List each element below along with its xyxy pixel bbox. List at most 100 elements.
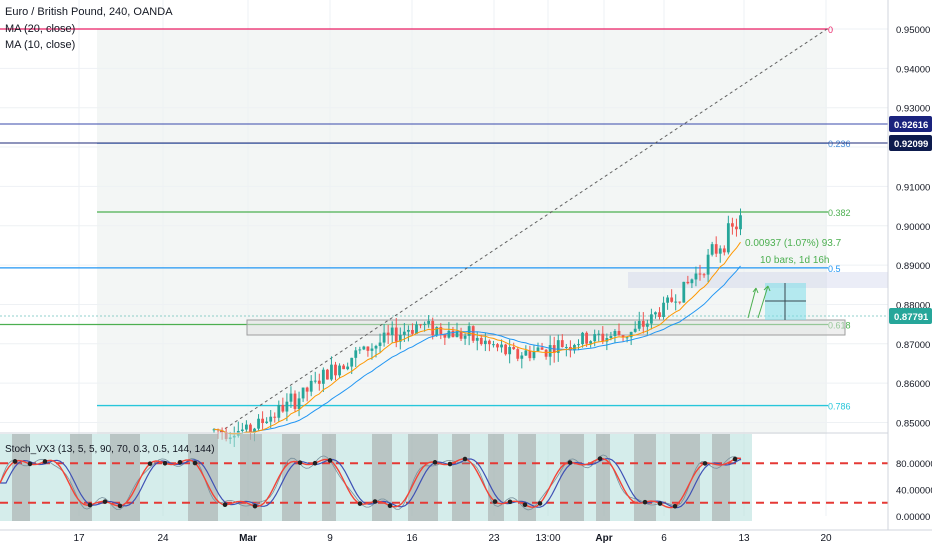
candle-body bbox=[475, 337, 479, 341]
candle-body bbox=[370, 348, 374, 351]
time-axis-label: 6 bbox=[661, 533, 667, 544]
indicator-gray-band bbox=[240, 434, 262, 521]
price-badge-bg bbox=[889, 135, 932, 151]
candle bbox=[621, 335, 625, 342]
indicator-title: Stoch_VX3 (13, 5, 5, 90, 70, 0.3, 0.5, 1… bbox=[5, 444, 215, 455]
ma10-line bbox=[213, 241, 741, 435]
candle-body bbox=[427, 320, 431, 324]
candle-body bbox=[702, 274, 706, 276]
stoch-extreme-dot bbox=[432, 460, 438, 465]
stoch-extreme-dot bbox=[87, 502, 93, 508]
stoch-extreme-dot bbox=[117, 503, 123, 509]
candle bbox=[459, 327, 463, 342]
stoch-extreme-dot bbox=[27, 461, 33, 467]
candle bbox=[257, 414, 260, 431]
candle-body bbox=[362, 346, 366, 350]
candle-body bbox=[350, 357, 354, 367]
candle bbox=[277, 400, 281, 423]
stoch-extreme-dot bbox=[147, 461, 153, 466]
price-axis-label: 0.87000 bbox=[896, 340, 930, 351]
candle bbox=[293, 390, 297, 413]
candle-body bbox=[334, 364, 337, 376]
candle bbox=[334, 361, 337, 381]
candle bbox=[629, 331, 633, 346]
candle bbox=[342, 363, 345, 370]
candle bbox=[698, 264, 702, 281]
fib-trend-line bbox=[219, 28, 828, 433]
candle-body bbox=[678, 301, 682, 303]
candle-body bbox=[658, 312, 661, 318]
candle bbox=[398, 327, 402, 350]
candle-body bbox=[261, 418, 264, 424]
candle-body bbox=[577, 344, 580, 346]
candle bbox=[731, 217, 734, 235]
candle-body bbox=[629, 331, 633, 338]
candle-body bbox=[305, 387, 309, 392]
candle bbox=[313, 371, 317, 384]
candle-body bbox=[390, 327, 394, 336]
candle bbox=[641, 312, 645, 334]
price-axis-label: 0.94000 bbox=[896, 64, 930, 75]
candle-body bbox=[674, 301, 678, 303]
candle bbox=[407, 325, 410, 342]
candle-body bbox=[698, 273, 702, 275]
candle-body bbox=[293, 393, 297, 409]
indicator-gray-band bbox=[12, 434, 30, 521]
time-axis-label: 23 bbox=[488, 533, 500, 544]
stoch-k-line bbox=[0, 457, 742, 509]
candle-body bbox=[277, 404, 281, 418]
time-axis-label: 16 bbox=[406, 533, 418, 544]
candle-body bbox=[621, 335, 625, 338]
candle-body bbox=[540, 347, 544, 350]
time-axis-label: Apr bbox=[595, 533, 612, 544]
candle-body bbox=[415, 324, 418, 334]
candle-body bbox=[398, 334, 402, 342]
symbol-title: Euro / British Pound, 240, OANDA bbox=[5, 6, 173, 18]
candle-body bbox=[402, 331, 406, 335]
candle-body bbox=[560, 340, 564, 348]
candle-body bbox=[269, 416, 273, 422]
price-badge-bg bbox=[889, 308, 932, 324]
stoch-extreme-dot bbox=[12, 459, 18, 464]
candle bbox=[370, 343, 374, 360]
candle-body bbox=[431, 320, 435, 336]
price-axis-label: 0.85000 bbox=[896, 419, 930, 430]
candle-body bbox=[601, 333, 605, 342]
candle-body bbox=[589, 341, 593, 344]
candle-body bbox=[483, 340, 487, 345]
candle bbox=[330, 356, 333, 381]
candle-body bbox=[508, 347, 512, 355]
candle-body bbox=[593, 334, 597, 342]
price-badge-bg bbox=[889, 116, 932, 132]
fib-label-3: 0.5 bbox=[828, 264, 841, 274]
candle bbox=[431, 317, 435, 340]
candle-body bbox=[220, 430, 224, 433]
resistance-zone bbox=[628, 272, 888, 288]
candle bbox=[479, 334, 483, 346]
candle bbox=[427, 315, 431, 328]
candle bbox=[423, 321, 426, 332]
candle bbox=[690, 278, 694, 289]
candle-body bbox=[609, 336, 613, 339]
candle bbox=[718, 245, 722, 263]
candle bbox=[674, 294, 678, 311]
ma20-legend: MA (20, close) bbox=[5, 23, 76, 35]
candle-body bbox=[435, 327, 439, 336]
fib-label-0: 0 bbox=[828, 25, 833, 35]
candle-body bbox=[633, 328, 637, 332]
candle bbox=[439, 323, 443, 340]
candle bbox=[637, 311, 641, 332]
candle-body bbox=[366, 346, 370, 351]
time-axis-label: Mar bbox=[239, 533, 257, 544]
stoch-extreme-dot bbox=[162, 460, 168, 466]
candle-body bbox=[249, 424, 252, 433]
stoch-extreme-dot bbox=[372, 499, 378, 504]
candle bbox=[289, 386, 293, 408]
indicator-gray-band bbox=[188, 434, 218, 521]
indicator-gray-band bbox=[70, 434, 92, 521]
price-axis-bg bbox=[888, 0, 932, 550]
candle bbox=[447, 321, 451, 339]
candle-body bbox=[690, 279, 694, 284]
